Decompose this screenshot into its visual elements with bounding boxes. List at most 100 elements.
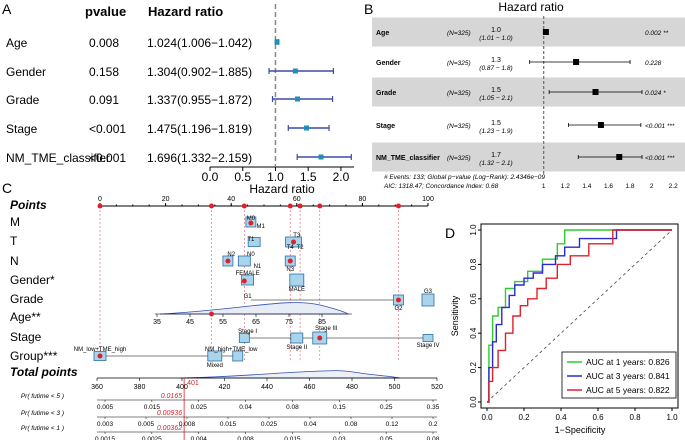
total-tick-label: 420 <box>219 384 231 391</box>
row-hr-text: 1.5 <box>491 120 501 127</box>
row-pvalue: 0.228 <box>645 60 662 67</box>
nomogram: Points MTN Gender* Grade Age** Stage Group*** T… <box>10 196 443 440</box>
prob-tick-label: 0.08 <box>286 404 299 411</box>
points-tick-label: 0 <box>98 196 102 203</box>
selected-level-marker <box>287 258 293 264</box>
x-tick-label: 2.0 <box>333 170 350 184</box>
hr-point <box>292 68 298 74</box>
age-tick-label: 75 <box>285 319 293 326</box>
gender-box <box>289 273 305 287</box>
y-axis-label: Sensitivity <box>450 295 460 336</box>
level-label: M1 <box>257 224 266 230</box>
row-hr-text: 1.3 <box>491 57 501 64</box>
x-tick-label: 1.0 <box>666 413 678 422</box>
row-pvalue: 0.024 * <box>645 90 666 97</box>
row-label: Stage <box>376 123 395 130</box>
points-tick-label: 20 <box>162 196 170 203</box>
prob-tick-label: 0.005 <box>97 404 114 411</box>
roc-series-line <box>487 229 672 403</box>
prob-tick-label: 0.35 <box>427 404 440 411</box>
age-density <box>159 302 350 315</box>
selected-level-marker <box>209 311 215 317</box>
row-ci-text: (1.32 − 2.1) <box>479 160 512 167</box>
pvalue-header: pvalue <box>85 4 126 19</box>
x-tick-label: 1.5 <box>300 170 317 184</box>
row-pvalue: 0.002 ** <box>645 30 669 37</box>
prob-tick-label: 0.08 <box>345 421 358 428</box>
level-label: FEMALE <box>236 271 260 277</box>
row-pvalue: 0.091 <box>89 93 119 107</box>
row-label: Grade <box>6 93 40 107</box>
row-pvalue: <0.001 <box>89 151 126 165</box>
level-label: Stage III <box>315 326 338 332</box>
panel-label-b: B <box>364 1 373 17</box>
prob-tick-label: 0.015 <box>144 404 161 411</box>
level-label: Stage I <box>238 329 257 335</box>
row-pvalue: <0.001 *** <box>645 155 675 162</box>
x-tick-label: 1.4 <box>582 183 591 190</box>
selected-level-marker <box>291 239 297 245</box>
selected-level-marker <box>317 335 323 341</box>
level-label: T3 <box>293 233 301 239</box>
prob-tick-label: 0.0025 <box>142 436 162 440</box>
row-ci-text: (1.01 − 1.0) <box>479 35 512 42</box>
prob-tick-label: 0.04 <box>239 404 252 411</box>
x-tick-label: 1.2 <box>561 183 570 190</box>
level-label: G3 <box>424 289 433 295</box>
x-tick-label: 1.8 <box>626 183 635 190</box>
stage-box <box>422 334 434 342</box>
roc-curve-plot: 0.0 0.2 0.4 0.6 0.8 1.0 0.0 0.2 0.4 0.6 0.8 1.0 1−Sp… <box>450 223 679 435</box>
x-tick-label: 0.0 <box>481 413 493 422</box>
y-tick-label: 0.0 <box>469 396 478 408</box>
row-hr-text: 1.0 <box>491 27 501 34</box>
prob-tick-label: 0.008 <box>237 436 254 440</box>
points-marker <box>97 203 103 209</box>
prob-tick-label: 0.004 <box>191 436 208 440</box>
prob-label: Pr( futime < 1 ) <box>21 425 64 432</box>
row-label: Age <box>376 30 389 37</box>
prob-tick-label: 0.015 <box>284 436 301 440</box>
level-label: N1 <box>254 264 262 270</box>
row-pvalue: <0.001 <box>89 122 126 136</box>
prob-tick-label: 0.008 <box>179 421 196 428</box>
x-tick-label: 1 <box>542 183 546 190</box>
panel-label-a: A <box>2 1 12 17</box>
prob-tick-label: 0.15 <box>333 404 346 411</box>
prob-highlight: 0.00936 <box>157 410 182 417</box>
x-axis-label: 1−Specificity <box>555 425 606 435</box>
hr-point <box>616 154 623 160</box>
selected-level-marker <box>225 258 231 264</box>
points-marker <box>209 203 215 209</box>
selected-level-marker <box>395 297 401 303</box>
x-tick-label: 1.6 <box>604 183 613 190</box>
row-hr-text: 1.475(1.196−1.819) <box>147 122 252 136</box>
level-label: Stage IV <box>416 343 439 349</box>
total-tick-label: 400 <box>176 384 188 391</box>
x-tick-label: 0.5 <box>234 170 251 184</box>
row-n: (N=325) <box>447 90 471 97</box>
row-ci-text: (1.23 − 1.9) <box>479 128 512 135</box>
prob-tick-label: 0.015 <box>220 421 237 428</box>
prob-tick-label: 0.003 <box>97 421 114 428</box>
row-pvalue: 0.008 <box>89 36 119 50</box>
x-tick-label: 0.4 <box>555 413 567 422</box>
panel-label-d: D <box>445 225 455 241</box>
forest-plot-multivariate: Hazard ratio Age (N=325) 1.0(1.01 − 1.0) 0.0… <box>372 0 685 190</box>
total-tick-label: 360 <box>91 384 103 391</box>
hr-point <box>592 89 599 95</box>
group-box <box>232 350 244 362</box>
row-label: Gender* <box>10 273 55 287</box>
row-ci-text: (1.05 − 2.1) <box>479 95 512 102</box>
prob-tick-label: 0.04 <box>304 421 317 428</box>
level-label: G2 <box>394 306 403 312</box>
hr-point <box>542 29 549 35</box>
x-tick-label: 0.0 <box>202 170 219 184</box>
level-label: MALE <box>289 287 305 293</box>
row-label: M <box>10 215 20 229</box>
row-label: Stage <box>6 122 38 136</box>
total-tick-label: 460 <box>304 384 316 391</box>
points-marker <box>395 203 401 209</box>
total-tick-label: 440 <box>261 384 273 391</box>
prob-tick-label: 0.12 <box>386 421 399 428</box>
points-tick-label: 60 <box>293 196 301 203</box>
